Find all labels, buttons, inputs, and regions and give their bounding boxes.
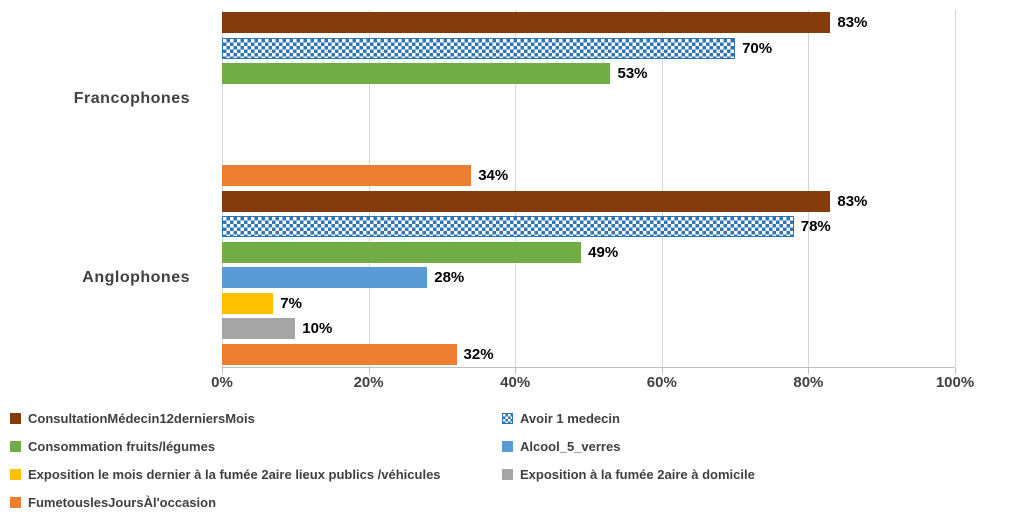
x-axis-tick-label: 60% — [646, 374, 677, 391]
bar — [222, 318, 296, 340]
legend-item: Avoir 1 medecin — [502, 411, 1003, 426]
x-axis-tick-labels: 0% 20% 40% 60% 80% 100% — [211, 374, 974, 398]
legend-item: Exposition à la fumée 2aire à domicile — [502, 467, 1003, 482]
gridline — [368, 10, 370, 367]
bar-value-label: 28% — [434, 269, 465, 287]
bar — [222, 292, 274, 314]
legend-label: Avoir 1 medecin — [520, 410, 620, 426]
bar-row: 32% — [222, 342, 955, 368]
axis-tick — [955, 368, 956, 374]
bar-row: 28% — [222, 265, 955, 291]
legend-item: Alcool_5_verres — [502, 439, 1003, 454]
gridline — [808, 10, 810, 367]
bar — [222, 241, 582, 263]
legend-swatch — [10, 468, 21, 480]
bar-value-label: 32% — [463, 345, 494, 363]
plot-area: 83% 70% 53% 34% 83% 78% 49% 28% 7% 10% 32% — [222, 10, 956, 374]
bar — [222, 267, 428, 289]
axis-tick — [808, 368, 810, 374]
bar-row — [222, 138, 955, 164]
legend-item: Exposition le mois dernier à la fumée 2a… — [10, 467, 502, 482]
bar-value-label: 83% — [837, 192, 868, 210]
bar-value-label: 49% — [588, 243, 619, 261]
x-axis-tick-label: 0% — [211, 374, 233, 391]
gridline — [515, 10, 517, 367]
bar-row — [222, 87, 955, 113]
legend-swatch — [10, 412, 21, 424]
bar-value-label: 53% — [617, 65, 648, 83]
bar — [222, 190, 831, 212]
bar-value-label: 7% — [280, 294, 302, 312]
bar-row: 10% — [222, 316, 955, 342]
legend: ConsultationMédecin12derniersMois Avoir 1… — [10, 404, 1003, 515]
category-label: Anglophones — [82, 268, 190, 286]
legend-label: Exposition le mois dernier à la fumée 2a… — [28, 466, 441, 482]
bar-group: 83% 70% 53% 34% — [222, 10, 955, 189]
bar-row: 53% — [222, 61, 955, 87]
bar-row: 34% — [222, 163, 955, 189]
category-label: Francophones — [73, 90, 190, 108]
x-axis-tick-label: 100% — [935, 374, 975, 391]
x-axis-tick-label: 80% — [793, 374, 824, 391]
bar-row: 7% — [222, 291, 955, 317]
bar-row: 78% — [222, 214, 955, 240]
y-axis-category-labels: Francophones Anglophones — [0, 10, 212, 367]
legend-swatch — [10, 496, 21, 508]
bar — [222, 165, 472, 187]
bar — [222, 63, 611, 85]
axis-tick — [515, 368, 517, 374]
gridline — [661, 10, 663, 367]
legend-label: Alcool_5_verres — [520, 438, 621, 454]
axis-tick — [222, 368, 223, 374]
gridline — [955, 10, 956, 367]
bar-value-label: 78% — [800, 218, 831, 236]
bar — [222, 12, 831, 34]
bar-row: 83% — [222, 10, 955, 36]
bar-value-label: 83% — [837, 14, 868, 32]
axis-tick — [368, 368, 370, 374]
legend-label: Exposition à la fumée 2aire à domicile — [520, 466, 755, 482]
legend-label: ConsultationMédecin12derniersMois — [28, 410, 255, 426]
legend-item: ConsultationMédecin12derniersMois — [10, 411, 502, 426]
bar-row: 49% — [222, 240, 955, 266]
bar-row: 83% — [222, 189, 955, 215]
bar-value-label: 10% — [302, 320, 333, 338]
legend-swatch — [502, 412, 513, 424]
bar — [222, 37, 736, 59]
bar-value-label: 34% — [478, 167, 509, 185]
x-axis-tick-label: 20% — [353, 374, 384, 391]
gridline — [222, 10, 223, 367]
bar-value-label: 70% — [742, 39, 773, 57]
axis-tick — [661, 368, 663, 374]
bar-group: 83% 78% 49% 28% 7% 10% 32% — [222, 189, 955, 368]
legend-item: FumetouslesJoursÀl'occasion — [10, 495, 502, 510]
legend-label: Consommation fruits/légumes — [28, 438, 216, 454]
x-axis-tick-label: 40% — [500, 374, 531, 391]
bar — [222, 216, 794, 238]
bar — [222, 343, 457, 365]
bar-row: 70% — [222, 36, 955, 62]
legend-swatch — [502, 440, 513, 452]
legend-swatch — [502, 468, 513, 480]
legend-item: Consommation fruits/légumes — [10, 439, 502, 454]
legend-label: FumetouslesJoursÀl'occasion — [28, 494, 217, 510]
bar-row — [222, 112, 955, 138]
legend-swatch — [10, 440, 21, 452]
